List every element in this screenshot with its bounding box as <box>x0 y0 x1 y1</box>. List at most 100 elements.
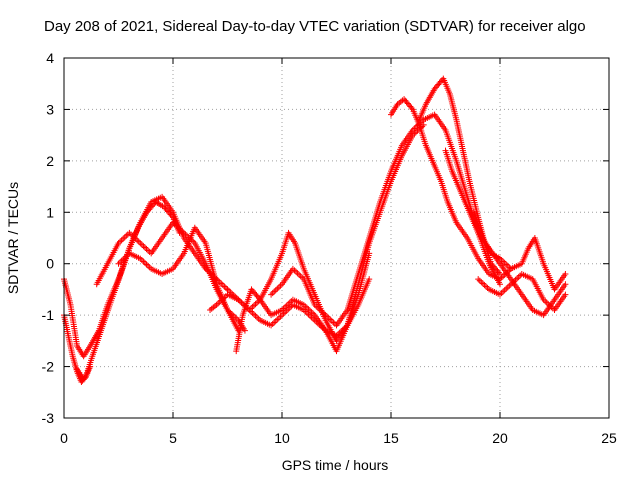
series-sat-l <box>442 147 569 319</box>
data-point <box>145 247 152 254</box>
y-axis-label: SDTVAR / TECUs <box>5 182 21 294</box>
y-tick-label: 3 <box>46 101 54 117</box>
x-tick-label: 25 <box>601 430 617 446</box>
data-point <box>288 298 295 305</box>
y-tick-label: 0 <box>46 256 54 272</box>
data-point <box>562 281 569 288</box>
data-point <box>495 269 502 276</box>
x-tick-label: 15 <box>383 430 399 446</box>
data-point <box>482 283 489 290</box>
data-point <box>297 273 304 280</box>
data-point <box>224 286 231 293</box>
data-point <box>268 291 275 298</box>
series-sat-d <box>93 219 248 334</box>
data-point <box>135 238 142 245</box>
data-point <box>272 318 279 325</box>
data-point <box>241 327 248 334</box>
data-point <box>293 268 300 275</box>
data-point <box>226 287 233 294</box>
series-sat-b <box>61 199 183 385</box>
grid <box>64 58 609 418</box>
data-point <box>126 229 133 236</box>
series-sat-m <box>470 209 569 293</box>
y-tick-label: 2 <box>46 153 54 169</box>
data-point <box>250 311 257 318</box>
x-tick-label: 5 <box>169 430 177 446</box>
data-point <box>476 277 483 284</box>
series-sat-j <box>388 96 514 283</box>
data-point <box>138 241 145 248</box>
data-point <box>497 281 503 288</box>
x-tick-label: 10 <box>274 430 290 446</box>
data-point <box>562 271 569 277</box>
data-point <box>249 304 256 311</box>
data-point <box>501 287 508 294</box>
data-point <box>123 232 130 239</box>
data-point <box>366 250 373 257</box>
data-point <box>121 234 128 241</box>
series-sat-e <box>115 224 242 334</box>
data-point <box>274 316 281 323</box>
data-point <box>506 264 513 271</box>
data-point <box>506 282 513 289</box>
data-point <box>296 271 303 278</box>
data-point <box>481 282 488 289</box>
data-point <box>330 319 337 326</box>
data-point <box>274 285 281 292</box>
data-point <box>277 282 284 289</box>
x-tick-label: 0 <box>60 430 68 446</box>
data-point <box>478 279 485 286</box>
data-point <box>498 290 505 297</box>
y-tick-label: 1 <box>46 204 54 220</box>
chart-title: Day 208 of 2021, Sidereal Day-to-day VTE… <box>44 18 586 35</box>
series-sat-c <box>74 363 94 383</box>
data-point <box>218 280 225 287</box>
data-point <box>475 276 482 283</box>
plot-frame <box>63 57 610 419</box>
data-point <box>503 285 510 292</box>
data-point <box>87 363 94 370</box>
data-point <box>249 309 256 316</box>
data-point <box>143 261 150 268</box>
data-point <box>140 243 147 250</box>
data-point <box>252 312 259 319</box>
data-point <box>328 318 335 325</box>
data-point <box>254 314 261 321</box>
data-point <box>255 295 262 302</box>
data-points <box>61 75 569 385</box>
y-tick-label: -1 <box>42 307 55 323</box>
data-point <box>562 291 569 298</box>
data-point <box>269 290 276 297</box>
data-point <box>215 300 222 307</box>
data-point <box>252 301 259 308</box>
series-sat-n <box>475 271 569 313</box>
data-point <box>219 282 226 289</box>
x-axis-label: GPS time / hours <box>282 457 389 473</box>
data-point <box>269 320 276 327</box>
data-point <box>275 284 282 291</box>
data-point <box>222 284 229 291</box>
y-tick-label: -3 <box>42 410 55 426</box>
data-point <box>497 271 503 277</box>
data-point <box>327 316 334 323</box>
data-point <box>479 280 486 287</box>
data-point <box>141 259 148 266</box>
data-point <box>141 244 148 251</box>
data-point <box>504 284 511 291</box>
series-sat-h <box>233 250 373 355</box>
data-point <box>250 302 257 309</box>
data-point <box>118 237 125 244</box>
data-point <box>81 375 88 382</box>
axis-ticks: 0 5 10 15 20 25 -3 -2 -1 0 1 2 3 4 <box>42 50 617 446</box>
data-point <box>221 283 228 290</box>
data-point <box>272 287 279 294</box>
data-point <box>168 212 175 219</box>
x-tick-label: 20 <box>492 430 508 446</box>
series-sat-i <box>268 111 503 329</box>
y-tick-label: 4 <box>46 50 54 66</box>
y-tick-label: -2 <box>42 359 55 375</box>
data-point <box>145 262 152 269</box>
data-point <box>120 235 127 242</box>
data-point <box>143 246 150 253</box>
